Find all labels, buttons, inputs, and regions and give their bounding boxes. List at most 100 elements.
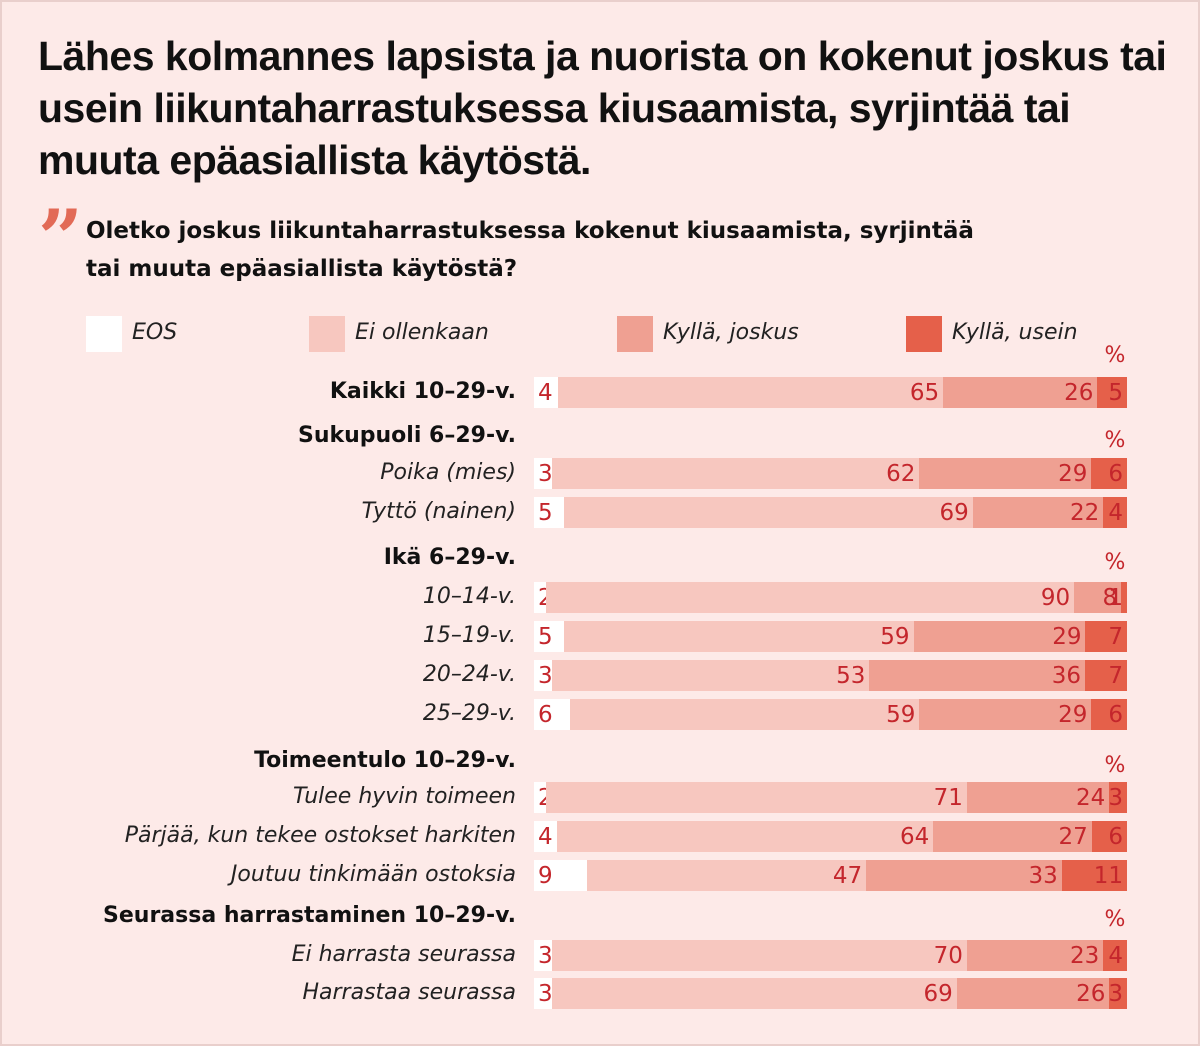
bar-segment-kylla-usein [1085,660,1127,691]
bar-value-label: 29 [1058,702,1088,728]
bar-segment-kylla-usein [1085,621,1127,652]
bar-row: 3 62 29 6 [534,458,1127,489]
bar-value-label: 23 [1070,943,1100,969]
bar-value-label: 3 [538,663,553,689]
bar-value-label: 64 [899,824,930,850]
legend-label-kylla-joskus: Kyllä, joskus [663,320,799,345]
bar-row: 9 47 33 11 [534,860,1127,891]
percent-unit-label: % [1104,550,1126,575]
legend-swatch-eos [86,316,122,352]
legend-label-eos: EOS [132,320,178,345]
bar-segment-eos [534,497,564,528]
bar-value-label: 3 [538,981,553,1007]
bar-value-label: 4 [538,824,553,850]
bar-segment-kylla-usein [1091,821,1127,852]
bar-segment-eos [534,582,546,613]
legend-label-kylla-usein: Kyllä, usein [952,320,1078,345]
bar-row: 5 59 29 7 [534,621,1127,652]
bar-value-label: 59 [880,624,910,650]
bar-row: 4 65 26 5 [534,377,1127,408]
row-label: Poika (mies) [380,460,516,485]
bar-segment-ei-ollenkaan [545,782,967,813]
bar-segment-ei-ollenkaan [587,860,867,891]
bar-segment-kylla-usein [1061,860,1127,891]
bar-segment-kylla-joskus [972,497,1104,528]
bar-value-label: 8 [1102,585,1118,611]
bar-value-label: 6 [1108,702,1123,728]
bar-segment-eos [534,660,552,691]
bar-value-label: 5 [538,624,553,650]
bar-value-label: 7 [1108,663,1123,689]
bar-value-label: 5 [1108,380,1123,406]
bar-value-label: 4 [1108,500,1123,526]
group-title: Ikä 6–29-v. [383,545,516,570]
bar-segment-kylla-usein [1109,978,1127,1009]
bar-row: 3 53 36 7 [534,660,1127,691]
chart-title: Lähes kolmannes lapsista ja nuorista on … [38,33,1167,183]
legend-swatch-kylla-usein [906,316,942,352]
bar-segment-kylla-joskus [933,821,1092,852]
bar-segment-eos [534,458,552,489]
bar-segment-ei-ollenkaan [557,377,944,408]
bar-segment-kylla-joskus [966,782,1110,813]
row-label: 15–19-v. [422,623,516,648]
row-label: Pärjää, kun tekee ostokset harkiten [124,823,516,848]
bar-segment-kylla-usein [1109,782,1127,813]
bar-segment-kylla-usein [1121,582,1127,613]
bar-segment-kylla-joskus [1074,582,1122,613]
bar-segment-kylla-joskus [956,978,1110,1009]
bar-segment-eos [534,940,552,971]
bar-segment-ei-ollenkaan [569,699,920,730]
bar-row: 4 64 27 6 [534,821,1127,852]
bar-value-label: 1 [1108,585,1123,611]
bar-value-label: 3 [538,943,553,969]
bar-segment-eos [534,782,546,813]
group-title: Toimeentulo 10–29-v. [254,748,516,773]
bar-segment-eos [534,621,564,652]
group-title: Seurassa harrastaminen 10–29-v. [103,903,516,928]
bar-row: 5 69 22 4 [534,497,1127,528]
bar-row: 6 59 29 6 [534,699,1127,730]
bar-segment-ei-ollenkaan [551,660,870,691]
legend-label-ei-ollenkaan: Ei ollenkaan [355,320,489,345]
legend-swatch-ei-ollenkaan [309,316,345,352]
row-label: Joutuu tinkimään ostoksia [230,862,516,887]
bar-value-label: 70 [933,943,963,969]
bar-segment-kylla-joskus [866,860,1062,891]
bar-value-label: 9 [538,863,553,889]
bar-segment-kylla-usein [1103,497,1127,528]
bar-row: 271243 [534,782,1127,813]
bar-segment-ei-ollenkaan [545,582,1075,613]
bar-value-label: 26 [1076,981,1106,1007]
bar-value-label: 59 [886,702,916,728]
row-label: Ei harrasta seurassa [291,942,516,967]
bar-value-label: 26 [1064,380,1094,406]
bar-segment-ei-ollenkaan [557,821,934,852]
bar-segment-kylla-usein [1091,699,1127,730]
row-label: Tyttö (nainen) [361,499,516,524]
percent-unit-label: % [1104,907,1126,932]
bar-row: 3 70 23 4 [534,940,1127,971]
bar-value-label: 4 [538,380,553,406]
bar-segment-kylla-joskus [943,377,1098,408]
group-title: Sukupuoli 6–29-v. [297,423,516,448]
bar-value-label: 22 [1070,500,1100,526]
bar-value-label: 4 [1108,943,1123,969]
bar-value-label: 90 [1040,585,1071,611]
bar-segment-kylla-joskus [966,940,1104,971]
bar-segment-eos [534,860,588,891]
bar-value-label: 69 [939,500,969,526]
legend-swatch-kylla-joskus [617,316,653,352]
bar-value-label: 5 [538,500,553,526]
bar-value-label: 36 [1051,663,1082,689]
bar-value-label: 65 [909,380,940,406]
bar-segment-kylla-usein [1103,940,1127,971]
bar-value-label: 47 [832,863,863,889]
row-label: 20–24-v. [422,662,516,687]
bar-segment-ei-ollenkaan [563,497,973,528]
question-text: Oletko joskus liikuntaharrastuksessa kok… [86,218,974,282]
bar-segment-ei-ollenkaan [551,978,957,1009]
bar-value-label: 24 [1075,785,1106,811]
bar-segment-eos [534,377,558,408]
